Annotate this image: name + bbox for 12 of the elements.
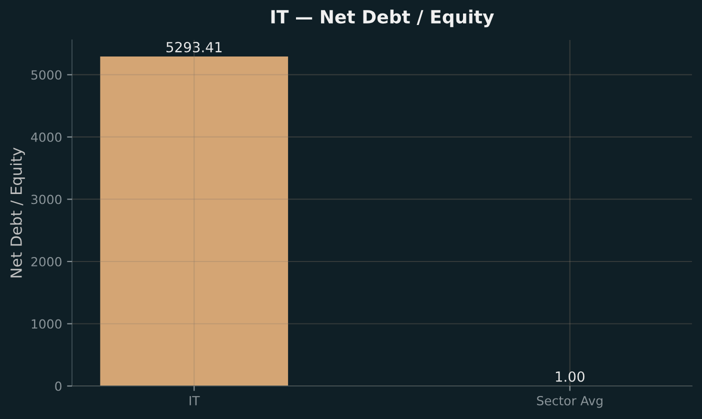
y-tick-label: 0 [55, 381, 62, 391]
y-tick-label: 1000 [32, 319, 62, 329]
y-axis-title: Net Debt / Equity [10, 148, 25, 278]
data-label: 5293.41 [166, 42, 222, 52]
y-tick-label: 3000 [31, 194, 62, 204]
x-tick-label: Sector Avg [537, 396, 602, 408]
data-label: 1.00 [556, 371, 584, 382]
y-tick-label: 2000 [31, 256, 62, 266]
y-tick-label: 5000 [31, 70, 62, 80]
chart-title: IT — Net Debt / Equity [271, 10, 494, 28]
x-tick-label: IT [190, 396, 200, 406]
y-tick-label: 4000 [31, 132, 62, 142]
